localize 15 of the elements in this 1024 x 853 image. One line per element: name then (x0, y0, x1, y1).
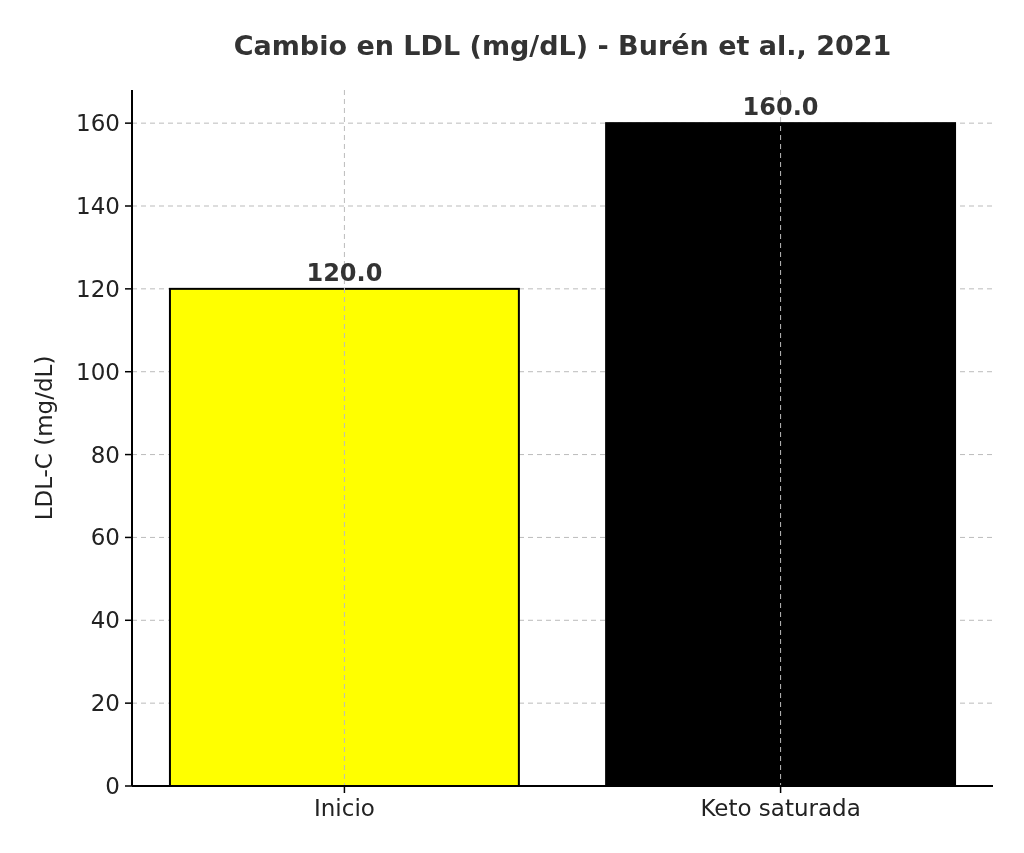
data-label: 120.0 (306, 258, 383, 287)
x-tick-label: Keto saturada (700, 795, 861, 821)
chart-title: Cambio en LDL (mg/dL) - Burén et al., 2021 (233, 30, 892, 61)
x-tick-label: Inicio (313, 795, 375, 821)
y-tick-label: 80 (90, 441, 120, 468)
y-tick-label: 40 (90, 607, 120, 634)
y-tick-label: 20 (90, 690, 120, 717)
y-tick-label: 60 (90, 524, 120, 551)
y-tick-label: 0 (105, 773, 120, 800)
y-tick-label: 160 (76, 110, 120, 137)
y-tick-label: 120 (76, 275, 120, 302)
data-label: 160.0 (742, 93, 819, 122)
y-tick-label: 140 (76, 193, 120, 220)
y-tick-label: 100 (76, 358, 120, 385)
y-axis-title: LDL-C (mg/dL) (31, 355, 57, 521)
